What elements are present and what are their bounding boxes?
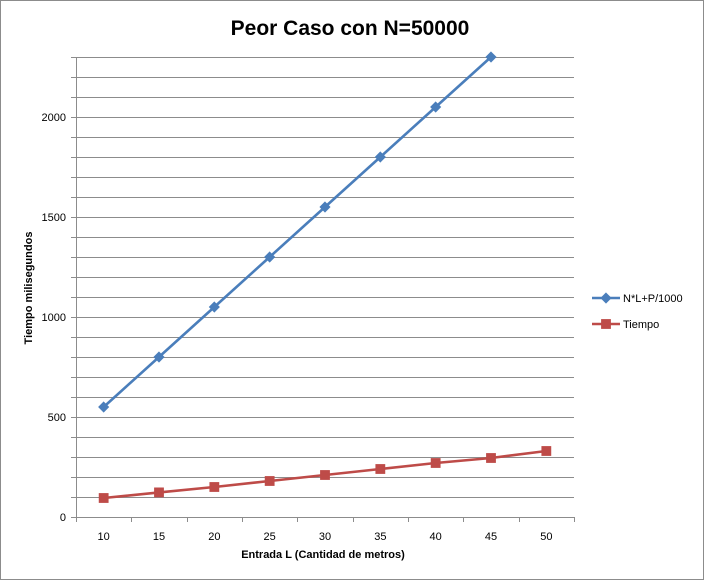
x-tick-label: 40 xyxy=(430,531,442,543)
series-n-l-p xyxy=(98,51,497,413)
legend-label: N*L+P/1000 xyxy=(623,293,683,305)
y-tick-label: 1000 xyxy=(42,312,66,324)
x-tick-labels: 10 15 20 25 30 35 40 45 50 xyxy=(98,531,553,543)
data-point xyxy=(320,470,330,480)
series-tiempo xyxy=(98,446,552,503)
data-point xyxy=(98,401,110,413)
legend-item: Tiempo xyxy=(592,319,659,331)
x-tick-label: 10 xyxy=(98,531,110,543)
x-tick-label: 15 xyxy=(153,531,165,543)
x-tick-label: 20 xyxy=(208,531,220,543)
x-tick-label: 50 xyxy=(540,531,552,543)
y-axis-label: Tiempo milisegundos xyxy=(23,232,35,345)
gridlines xyxy=(76,57,574,498)
data-point xyxy=(375,464,386,474)
legend: N*L+P/1000 Tiempo xyxy=(592,292,683,331)
data-point xyxy=(264,251,276,263)
data-point xyxy=(541,446,552,456)
data-point xyxy=(319,201,331,213)
data-point xyxy=(264,476,275,486)
axes xyxy=(71,57,575,522)
y-tick-label: 0 xyxy=(60,512,66,524)
chart-title: Peor Caso con N=50000 xyxy=(231,17,470,40)
series xyxy=(98,51,552,503)
y-tick-label: 2000 xyxy=(42,112,66,124)
data-point xyxy=(98,493,109,503)
legend-marker xyxy=(600,292,612,304)
data-point xyxy=(485,51,497,63)
data-point xyxy=(430,458,441,468)
y-tick-label: 1500 xyxy=(42,212,66,224)
data-point xyxy=(208,301,220,313)
x-tick-label: 25 xyxy=(264,531,276,543)
legend-label: Tiempo xyxy=(623,319,659,331)
x-axis-label: Entrada L (Cantidad de metros) xyxy=(241,549,405,561)
data-point xyxy=(153,351,165,363)
data-point xyxy=(486,453,496,463)
data-point xyxy=(430,101,442,113)
legend-item: N*L+P/1000 xyxy=(592,292,683,305)
legend-marker xyxy=(601,319,611,329)
y-tick-label: 500 xyxy=(48,412,66,424)
data-point xyxy=(374,151,386,163)
series-line xyxy=(102,56,492,408)
x-tick-label: 35 xyxy=(374,531,386,543)
x-tick-label: 30 xyxy=(319,531,331,543)
data-point xyxy=(154,487,164,498)
y-tick-labels: 0 500 1000 1500 2000 xyxy=(42,112,66,524)
x-tick-label: 45 xyxy=(485,531,497,543)
data-point xyxy=(209,482,220,492)
